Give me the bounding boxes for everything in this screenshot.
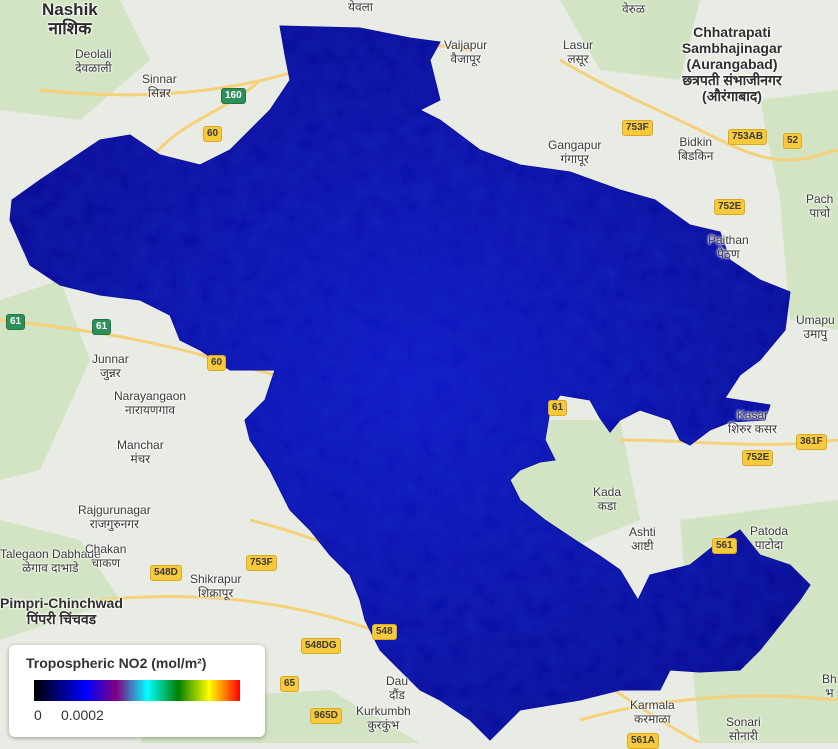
- place-label-nashik: Nashik नाशिक: [42, 0, 98, 38]
- place-label-deolali: Deolali देवळाली: [75, 47, 112, 75]
- place-label-sinnar: Sinnar सिन्नर: [142, 72, 177, 100]
- place-label-kada: Kada कडा: [593, 485, 622, 513]
- place-label-patoda: Patoda पाटोदा: [750, 524, 789, 552]
- place-label-talegaon: Talegaon Dabhade ळेगाव दाभाडे: [0, 547, 101, 575]
- place-label-verul: वेरुळ: [622, 2, 645, 16]
- place-label-sambhajinagar: Chhatrapati Sambhajinagar (Aurangabad) छत…: [681, 24, 783, 104]
- place-label-pimpri-chinchwad: Pimpri-Chinchwad पिंपरी चिंचवड: [0, 595, 123, 627]
- road-shield: 60: [203, 126, 223, 142]
- road-shield: 361F: [796, 434, 827, 450]
- road-shield: 61: [6, 314, 26, 330]
- road-shield: 548: [372, 624, 397, 640]
- legend-title: Tropospheric NO2 (mol/m²): [26, 655, 207, 671]
- road-shield: 52: [783, 133, 803, 149]
- place-label-karmala: Karmala करमाळा: [630, 698, 675, 726]
- road-shield: 65: [280, 676, 300, 692]
- place-label-chakan: Chakan चाकण: [85, 542, 127, 570]
- place-label-ashti: Ashti आष्टी: [629, 525, 656, 553]
- place-label-paithan: Paithan पैठण: [708, 233, 749, 261]
- road-shield: 160: [221, 88, 246, 104]
- place-label-narayangaon: Narayangaon नारायणगाव: [114, 389, 187, 417]
- place-label-shirur-kasar: Kasar शिरुर कसर: [728, 408, 777, 436]
- place-label-pachod: Pach पाचो: [806, 192, 834, 220]
- road-shield: 752E: [742, 450, 774, 466]
- road-shield: 561: [712, 538, 737, 554]
- place-label-shikrapur: Shikrapur शिक्रापूर: [190, 572, 242, 600]
- place-label-manchar: Manchar मंचर: [117, 438, 164, 466]
- place-label-sonari: Sonari सोनारी: [726, 715, 761, 743]
- road-shield: 61: [92, 319, 112, 335]
- road-shield: 548DG: [301, 638, 341, 654]
- place-label-lasur: Lasur लसूर: [563, 38, 594, 66]
- place-label-vaijapur: Vaijapur वैजापूर: [444, 38, 488, 66]
- place-label-rajgurunagar: Rajgurunagar राजगुरुनगर: [78, 503, 151, 531]
- legend-min-value: 0: [34, 707, 42, 723]
- road-shield: 548D: [150, 565, 182, 581]
- place-label-gangapur: Gangapur गंगापूर: [548, 138, 602, 166]
- road-shield: 753AB: [728, 129, 768, 145]
- place-label-kurkumbh: Kurkumbh कुरकुंभ: [356, 704, 411, 732]
- road-shield: 60: [207, 355, 227, 371]
- place-label-bidkin: Bidkin बिडकिन: [678, 135, 714, 163]
- legend-max-value: 0.0002: [61, 707, 104, 723]
- no2-overlay-texture: [10, 26, 810, 740]
- place-label-junnar: Junnar जुन्नर: [92, 352, 129, 380]
- road-shield: 561A: [627, 733, 659, 749]
- legend-color-ramp: [34, 680, 240, 701]
- no2-legend: Tropospheric NO2 (mol/m²) 0 0.0002: [9, 645, 265, 737]
- place-label-daund: Dau दौंड: [386, 674, 409, 702]
- road-shield: 753F: [246, 555, 277, 571]
- place-label-bhu: Bh भ: [822, 672, 837, 700]
- road-shield: 61: [548, 400, 568, 416]
- place-label-yevla: येवला: [348, 0, 373, 14]
- road-shield: 753F: [622, 120, 653, 136]
- road-shield: 752E: [714, 199, 746, 215]
- place-label-umapur: Umapu उमापु: [796, 313, 835, 341]
- road-shield: 965D: [310, 708, 342, 724]
